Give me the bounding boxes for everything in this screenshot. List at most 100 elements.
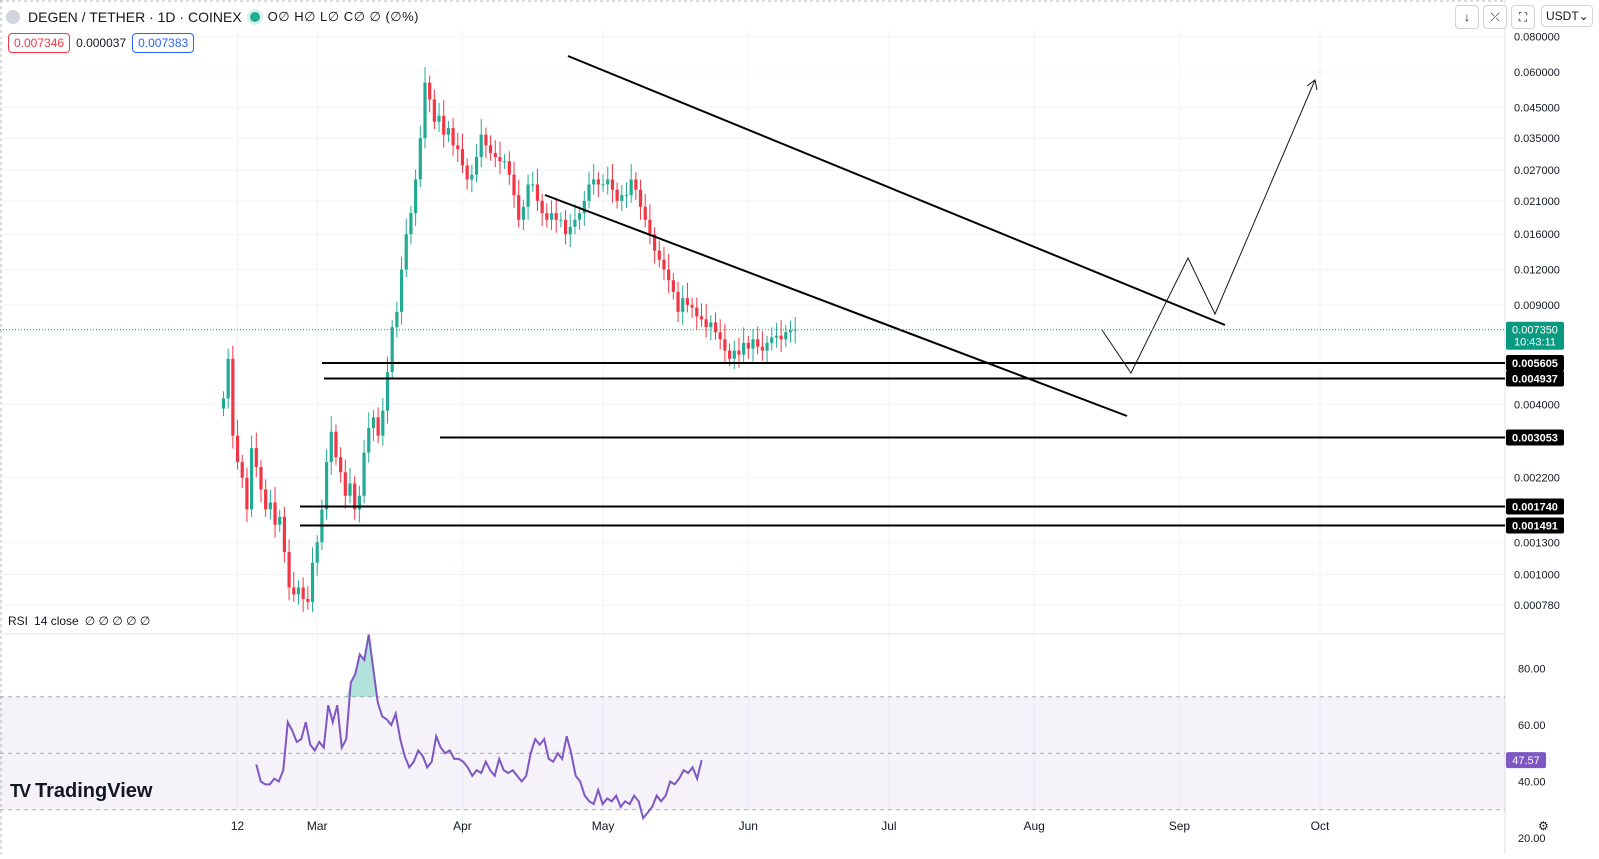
candle-body: [624, 195, 629, 197]
rsi-value-label: 47.57: [1512, 755, 1540, 767]
candle-body: [653, 234, 657, 251]
x-tick-label: Apr: [453, 819, 472, 833]
candle-body: [592, 179, 596, 185]
price-tick-label: 0.002200: [1514, 473, 1560, 485]
candle-body: [554, 213, 558, 220]
candle-body: [578, 213, 582, 220]
candle-body: [460, 149, 465, 166]
candle-body: [784, 332, 788, 340]
current-price-label: 0.007350: [1512, 325, 1558, 337]
rsi-line: [255, 634, 703, 821]
candle-body: [484, 134, 488, 146]
rsi-tick-label: 80.00: [1518, 664, 1546, 676]
level-price-badge: [1506, 498, 1564, 515]
candle-body: [503, 161, 507, 163]
candle-body: [671, 280, 675, 292]
price-tick-label: 0.012000: [1514, 265, 1560, 277]
candle-body: [339, 457, 343, 473]
currency-select[interactable]: USDT ⌄: [1541, 5, 1593, 27]
candle-body: [404, 234, 408, 270]
candle-countdown: 10:43:11: [1514, 337, 1556, 349]
candle-body: [756, 339, 760, 347]
candle-body: [395, 311, 399, 328]
candle-body: [306, 598, 310, 602]
rsi-legend[interactable]: RSI 14 close ∅ ∅ ∅ ∅ ∅: [8, 614, 150, 628]
rsi-overbought-fill: [350, 674, 356, 697]
candle-body: [601, 184, 605, 186]
candle-body: [254, 448, 258, 468]
chevron-down-icon: ⌄: [1578, 9, 1589, 23]
candle-body: [634, 179, 638, 190]
candle-body: [390, 327, 394, 373]
price-tick-label: 0.035000: [1514, 133, 1560, 145]
buy-price-button[interactable]: 0.007383: [132, 33, 195, 53]
rsi-value-badge: [1506, 752, 1546, 769]
chart-toolbar: ↓ ⤫ ⛶: [1455, 5, 1535, 29]
candle-body: [779, 335, 783, 340]
candle-body: [521, 206, 525, 220]
candle-body: [615, 189, 619, 201]
candle-body: [774, 335, 779, 338]
level-price-label: 0.003053: [1512, 433, 1558, 445]
price-tick-label: 0.027000: [1514, 165, 1560, 177]
channel-lower-trendline: [544, 194, 1128, 417]
candle-body: [334, 431, 338, 458]
candle-body: [629, 179, 633, 196]
ohlc-values: O∅ H∅ L∅ C∅ ∅ (∅%): [267, 9, 420, 24]
rsi-tick-label: 60.00: [1518, 720, 1546, 732]
rsi-params: 14 close: [34, 614, 79, 628]
candle-body: [315, 542, 319, 563]
market-open-icon: [249, 12, 260, 22]
price-tick-label: 0.001300: [1514, 537, 1560, 549]
candle-body: [535, 184, 540, 201]
candle-body: [517, 195, 521, 220]
fullscreen-icon[interactable]: ⛶: [1511, 5, 1535, 29]
collapse-icon[interactable]: ⤫: [1483, 5, 1507, 29]
candle-body: [409, 213, 413, 235]
candle-body: [357, 495, 361, 510]
price-tick-label: 0.060000: [1514, 67, 1560, 79]
arrow-down-icon[interactable]: ↓: [1455, 5, 1479, 29]
candle-body: [376, 417, 380, 436]
price-tick-label: 0.045000: [1514, 102, 1560, 114]
candle-body: [423, 82, 427, 139]
candle-body: [568, 226, 572, 235]
candle-body: [432, 99, 436, 122]
candle-body: [587, 184, 591, 201]
candle-body: [479, 134, 483, 158]
candle-body: [493, 153, 497, 158]
candle-body: [245, 477, 249, 510]
level-price-label: 0.001491: [1512, 520, 1558, 532]
candle-body: [437, 115, 441, 122]
price-tick-label: 0.016000: [1514, 229, 1560, 241]
tradingview-logo[interactable]: TV TradingView: [10, 780, 152, 803]
candle-body: [751, 339, 755, 349]
candle-body: [488, 145, 493, 154]
x-tick-label: 12: [231, 819, 245, 833]
bid-ask-panel: 0.007346 0.000037 0.007383: [8, 33, 195, 53]
channel-upper-trendline: [567, 55, 1226, 326]
candle-body: [676, 291, 680, 312]
candle-body: [732, 350, 736, 359]
candle-body: [296, 587, 301, 595]
candle-body: [620, 195, 624, 201]
candle-body: [381, 410, 385, 436]
candle-body: [362, 452, 366, 496]
symbol-title[interactable]: DEGEN / TETHER · 1D · COINEX: [28, 9, 242, 25]
logo-text: TradingView: [35, 780, 153, 802]
candle-body: [713, 322, 718, 333]
candle-body: [545, 213, 549, 220]
level-price-label: 0.004937: [1512, 374, 1558, 386]
candle-body: [563, 219, 568, 235]
sell-price-button[interactable]: 0.007346: [8, 33, 71, 53]
candle-body: [765, 342, 769, 351]
x-tick-label: Jun: [739, 819, 758, 833]
x-tick-label: Jul: [881, 819, 896, 833]
candle-body: [343, 472, 347, 496]
candle-body: [367, 427, 371, 453]
level-price-badge: [1506, 517, 1564, 534]
price-tick-label: 0.001000: [1514, 570, 1560, 582]
candle-body: [723, 339, 727, 351]
